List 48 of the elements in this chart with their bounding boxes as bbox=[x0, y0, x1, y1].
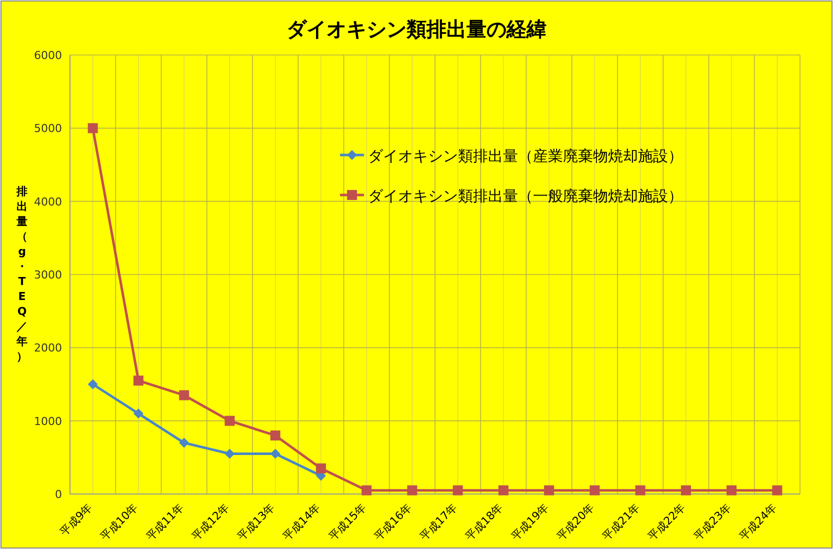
y-tick-label: 2000 bbox=[34, 342, 62, 355]
x-tick-label: 平成24年 bbox=[736, 500, 780, 544]
point bbox=[133, 376, 144, 386]
point bbox=[362, 485, 372, 496]
y-tick-label: 1000 bbox=[34, 414, 62, 428]
point bbox=[590, 485, 600, 496]
point bbox=[452, 485, 463, 496]
y-tick-label: 3000 bbox=[34, 268, 62, 282]
point bbox=[88, 123, 98, 134]
point bbox=[88, 379, 98, 390]
x-tick-label: 平成21年 bbox=[600, 500, 642, 544]
point bbox=[726, 485, 737, 496]
point bbox=[133, 408, 144, 419]
x-tick-label: 平成19年 bbox=[508, 500, 552, 544]
point bbox=[316, 463, 326, 474]
legend-label: ダイオキシン類排出量（一般廃棄物焼却施設） bbox=[368, 187, 683, 205]
x-tick-label: 平成12年 bbox=[189, 500, 232, 544]
x-tick-label: 平成10年 bbox=[98, 500, 141, 544]
point bbox=[498, 485, 508, 496]
point bbox=[407, 485, 418, 496]
y-tick-label: 6000 bbox=[34, 49, 62, 62]
y-tick-label: 0 bbox=[55, 488, 62, 501]
y-tick-label: 4000 bbox=[34, 195, 62, 208]
chart-title: ダイオキシン類排出量の経緯 bbox=[286, 17, 546, 41]
point bbox=[224, 448, 235, 459]
x-tick-label: 平成15年 bbox=[326, 500, 369, 544]
x-tick-label: 平成16年 bbox=[372, 500, 414, 544]
point bbox=[270, 430, 280, 440]
x-tick-label: 平成13年 bbox=[235, 500, 278, 544]
point bbox=[224, 416, 235, 426]
x-tick-label: 平成14年 bbox=[280, 500, 324, 544]
point bbox=[772, 485, 782, 496]
x-tick-label: 平成18年 bbox=[463, 500, 506, 544]
point bbox=[270, 448, 280, 459]
point bbox=[179, 390, 190, 400]
point bbox=[680, 485, 691, 496]
x-tick-label: 平成22年 bbox=[646, 500, 688, 544]
point bbox=[179, 438, 190, 448]
x-tick-label: 平成9年 bbox=[57, 500, 95, 538]
x-tick-label: 平成23年 bbox=[691, 500, 734, 544]
legend-label: ダイオキシン類排出量（産業廃棄物焼却施設） bbox=[368, 147, 683, 165]
y-tick-label: 5000 bbox=[34, 122, 62, 136]
x-tick-label: 平成11年 bbox=[144, 500, 186, 544]
point bbox=[544, 485, 554, 496]
point bbox=[635, 485, 646, 496]
x-tick-label: 平成17年 bbox=[418, 500, 460, 544]
text: 排出量（g・TEQ／年） bbox=[16, 185, 28, 363]
x-tick-label: 平成20年 bbox=[554, 500, 597, 544]
